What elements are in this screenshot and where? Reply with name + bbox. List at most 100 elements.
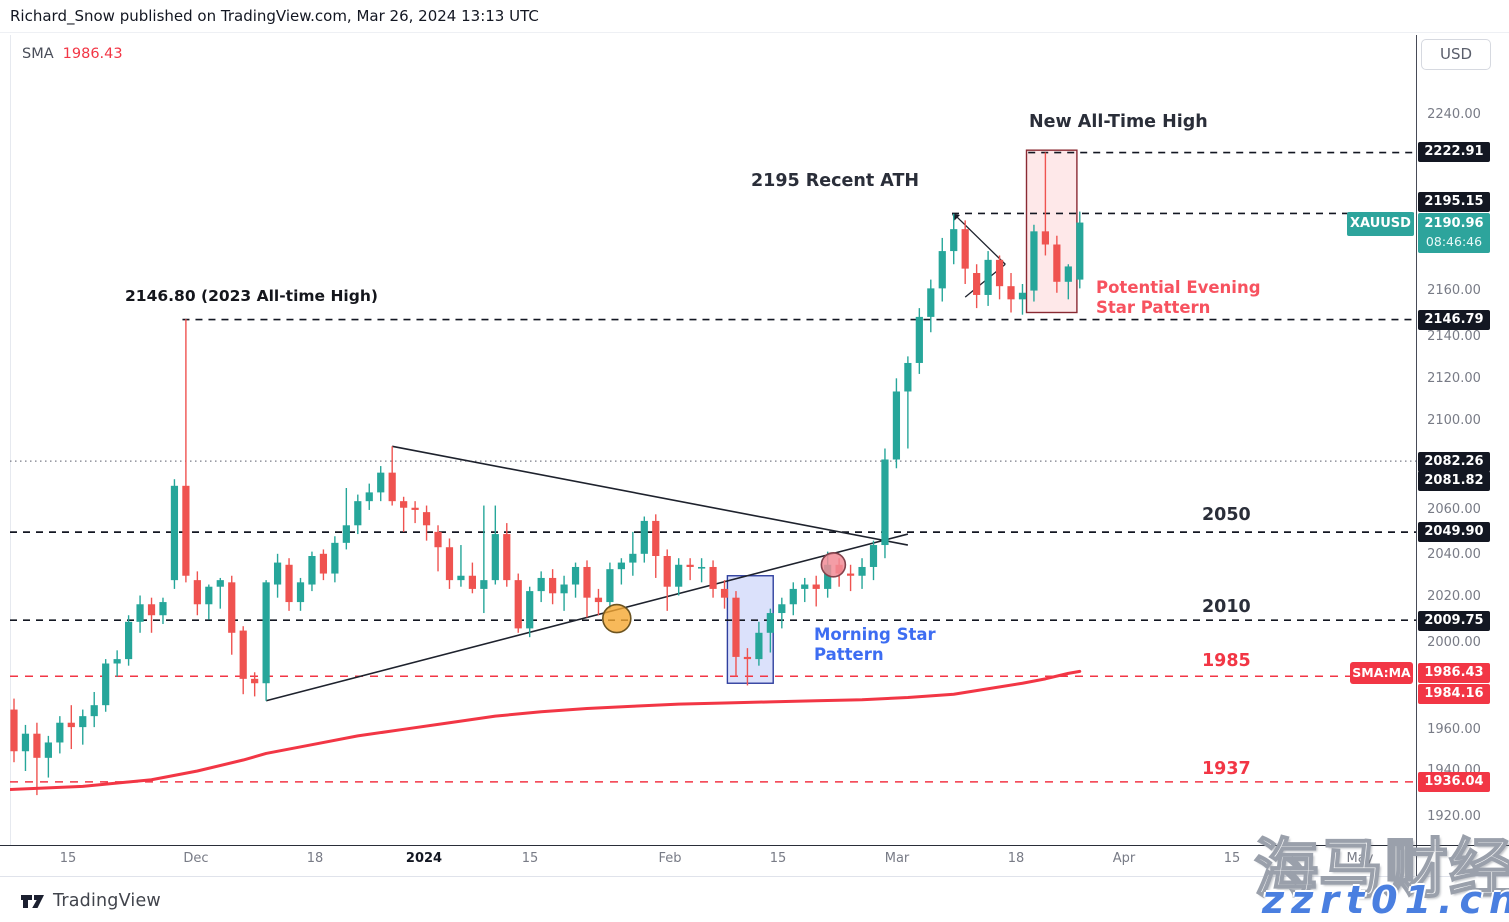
candle-body	[262, 582, 270, 684]
candle-body	[44, 742, 52, 758]
time-axis-label: 15	[769, 851, 787, 866]
time-axis-label: Mar	[884, 851, 910, 866]
candle-body	[686, 564, 694, 567]
candle-body	[205, 586, 213, 605]
publish-header: Richard_Snow published on TradingView.co…	[0, 0, 1509, 33]
candle-body	[881, 459, 889, 546]
candle-body	[526, 591, 534, 629]
price-axis-label: 1936.04	[1418, 772, 1490, 792]
candle-body	[778, 604, 786, 614]
annotation-recent-ath: 2195 Recent ATH	[751, 171, 920, 191]
candle-body	[67, 722, 75, 728]
candle-body	[675, 564, 683, 587]
candle-body	[354, 501, 362, 526]
candle-body	[1076, 222, 1084, 280]
candle-body	[239, 630, 247, 679]
trendline-touch-feb	[820, 551, 847, 578]
candle-body	[434, 531, 442, 548]
candle-body	[1053, 244, 1061, 282]
current-price-badge: 2190.96 08:46:46	[1418, 213, 1490, 253]
bar-countdown: 08:46:46	[1425, 234, 1483, 249]
time-axis-label: Feb	[658, 851, 682, 866]
annotation-new-all-time-high: New All-Time High	[1029, 112, 1208, 132]
indicator-legend[interactable]: SMA 1986.43	[22, 46, 123, 62]
time-axis-label: Dec	[183, 851, 209, 866]
time-axis-label: 15	[59, 851, 77, 866]
price-axis-label: 2000.00	[1427, 635, 1481, 650]
indicator-value: 1986.43	[62, 46, 123, 62]
price-axis-label: 2160.00	[1427, 283, 1481, 298]
candle-body	[1030, 231, 1038, 291]
candle-body	[170, 485, 179, 581]
time-axis-label: 15	[521, 851, 539, 866]
candle-body	[663, 556, 671, 587]
triangle-upper	[392, 445, 909, 546]
candle-body	[251, 678, 259, 684]
candle-body	[594, 597, 603, 603]
price-axis-label: 2195.15	[1418, 192, 1490, 212]
sma-price-tag: SMA:MA	[1350, 662, 1413, 684]
candle-body	[113, 659, 121, 664]
candle-body	[319, 553, 328, 574]
candle-body	[766, 613, 774, 633]
candle-body	[617, 562, 625, 570]
price-chart-canvas[interactable]	[10, 35, 1416, 845]
candle-body	[583, 566, 591, 598]
candle-body	[125, 621, 133, 660]
price-axis-label: 2009.75	[1418, 611, 1490, 631]
price-axis-label: 1986.43	[1418, 663, 1490, 683]
candle-body	[273, 562, 282, 585]
price-axis-label: 2240.00	[1427, 107, 1481, 122]
watermark-chinese: 海马财经	[1253, 832, 1509, 908]
annotation-level-1937: 1937	[1202, 759, 1251, 779]
candle-body	[698, 566, 706, 569]
sma-line	[10, 669, 1082, 792]
candle-body	[10, 709, 18, 752]
watermark-site: zzrt01.cn	[1262, 878, 1509, 922]
candle-body	[342, 525, 350, 543]
candle-body	[147, 604, 156, 616]
candle-body	[33, 733, 41, 758]
symbol-price-tag: XAUUSD	[1347, 212, 1414, 236]
candle-body	[549, 577, 557, 594]
candle-body	[136, 604, 144, 622]
price-axis-label: 1960.00	[1427, 722, 1481, 737]
candle-body	[79, 716, 87, 728]
candle-body	[411, 507, 419, 510]
candle-body	[961, 229, 969, 269]
time-axis-border	[0, 845, 1509, 846]
candle-body	[422, 512, 431, 526]
annotation-morning-star: Morning Star Pattern	[814, 625, 936, 664]
price-axis-label: 2081.82	[1418, 471, 1490, 491]
candle-body	[629, 553, 637, 563]
candle-body	[743, 656, 752, 660]
pane-left-border	[10, 35, 11, 845]
current-price: 2190.96	[1424, 216, 1484, 231]
candle-body	[491, 534, 499, 581]
candle-body	[904, 362, 912, 392]
candle-body	[846, 573, 855, 576]
currency-button[interactable]: USD	[1421, 39, 1491, 70]
candle-body	[56, 722, 64, 743]
annotation-level-2050: 2050	[1202, 505, 1251, 525]
price-axis-label: 2049.90	[1418, 522, 1490, 542]
candle-body	[457, 575, 465, 581]
candle-body	[858, 566, 866, 576]
time-axis-label: Apr	[1112, 851, 1136, 866]
price-axis-label: 2060.00	[1427, 502, 1481, 517]
tradingview-attribution[interactable]: TradingView	[20, 888, 161, 914]
candle-body	[709, 566, 717, 589]
time-axis-label: 2024	[405, 851, 443, 866]
candle-body	[892, 391, 901, 460]
candle-body	[915, 316, 923, 363]
annotation-2023-ath: 2146.80 (2023 All-time High)	[125, 287, 378, 305]
candle-body	[950, 229, 958, 252]
candle-body	[560, 584, 568, 594]
price-axis-border	[1416, 35, 1417, 876]
candle-body	[537, 577, 545, 592]
candle-body	[812, 584, 820, 589]
footer-border	[0, 876, 1509, 877]
candle-body	[801, 584, 809, 589]
price-axis-label: 1984.16	[1418, 684, 1490, 704]
annotation-level-1985: 1985	[1202, 651, 1251, 671]
